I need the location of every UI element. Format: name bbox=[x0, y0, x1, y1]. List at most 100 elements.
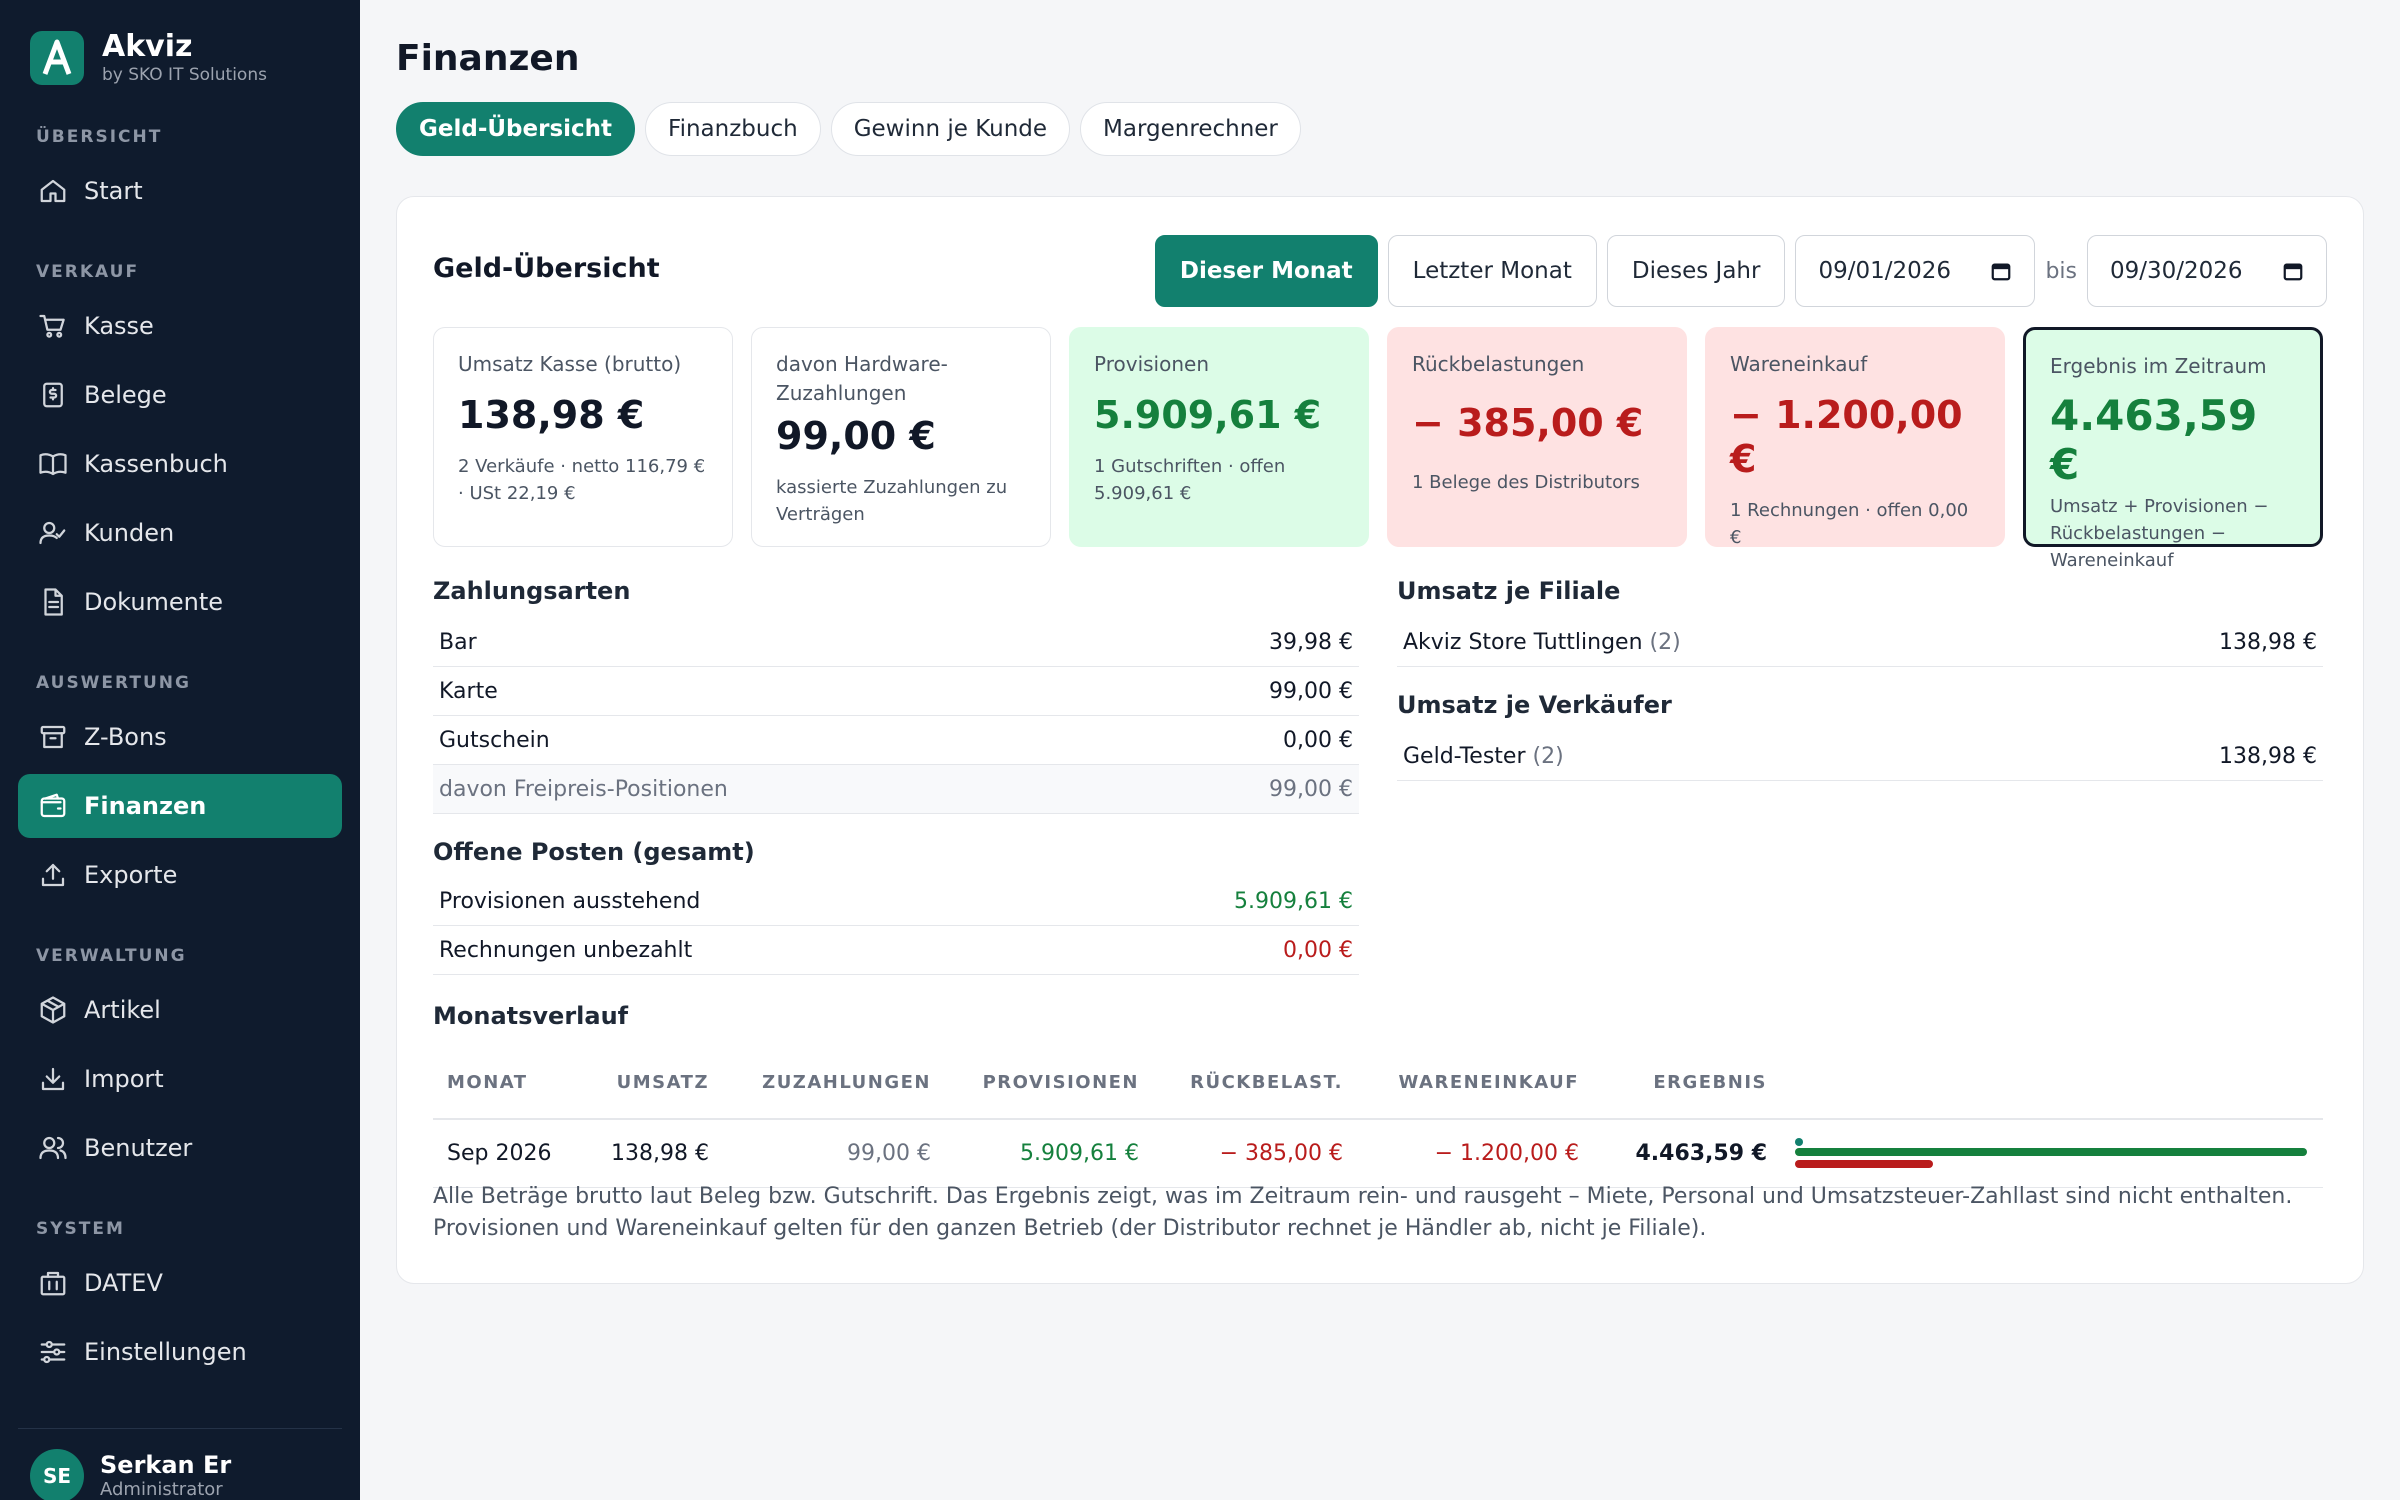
wallet-icon bbox=[36, 789, 70, 823]
list-item: Rechnungen unbezahlt 0,00 € bbox=[433, 926, 1359, 975]
kpi-row: Umsatz Kasse (brutto) 138,98 € 2 Verkäuf… bbox=[433, 327, 2323, 571]
kpi-label: Umsatz Kasse (brutto) bbox=[458, 352, 682, 376]
upload-icon bbox=[36, 858, 70, 892]
home-icon bbox=[36, 174, 70, 208]
sidebar-item-dokumente[interactable]: Dokumente bbox=[18, 570, 342, 634]
list-item: Bar 39,98 € bbox=[433, 618, 1359, 667]
cell-umsatz: 138,98 € bbox=[593, 1119, 723, 1188]
column-header-bars bbox=[1781, 1047, 2323, 1120]
date-to-input[interactable]: 09/30/2026 bbox=[2087, 235, 2327, 307]
date-from-input[interactable]: 09/01/2026 bbox=[1795, 235, 2036, 307]
sidebar-item-kasse[interactable]: Kasse bbox=[18, 294, 342, 358]
sidebar-item-label: Kunden bbox=[84, 519, 175, 547]
sidebar-item-datev[interactable]: DATEV bbox=[18, 1251, 342, 1315]
last-month-button[interactable]: Letzter Monat bbox=[1387, 235, 1597, 307]
user-name: Serkan Er bbox=[100, 1451, 232, 1479]
kpi-label: davon Hardware-Zuzahlungen bbox=[776, 352, 948, 405]
row-count: (2) bbox=[1532, 743, 1564, 769]
archive-icon bbox=[36, 720, 70, 754]
kpi-label: Wareneinkauf bbox=[1730, 352, 1868, 376]
table-row: Sep 2026 138,98 € 99,00 € 5.909,61 € − 3… bbox=[433, 1119, 2323, 1188]
brand[interactable]: Akviz by SKO IT Solutions bbox=[30, 30, 267, 86]
list-item: davon Freipreis-Positionen 99,00 € bbox=[433, 765, 1359, 814]
kpi-value: − 1.200,00 € bbox=[1730, 393, 1963, 481]
user-profile[interactable]: SE Serkan Er Administrator bbox=[18, 1428, 342, 1500]
document-icon bbox=[36, 585, 70, 619]
tab-geld-uebersicht[interactable]: Geld-Übersicht bbox=[396, 102, 636, 156]
kpi-label: Rückbelastungen bbox=[1412, 352, 1585, 376]
sidebar-item-start[interactable]: Start bbox=[18, 159, 342, 223]
card-title: Geld-Übersicht bbox=[433, 253, 660, 284]
cart-icon bbox=[36, 309, 70, 343]
column-header: WARENEINKAUF bbox=[1357, 1047, 1593, 1120]
list-item: Akviz Store Tuttlingen (2) 138,98 € bbox=[1397, 618, 2323, 667]
sidebar-item-einstellungen[interactable]: Einstellungen bbox=[18, 1320, 342, 1384]
kpi-ergebnis: Ergebnis im Zeitraum 4.463,59 € Umsatz +… bbox=[2023, 327, 2323, 571]
sidebar-item-label: DATEV bbox=[84, 1269, 163, 1297]
sidebar-item-exporte[interactable]: Exporte bbox=[18, 843, 342, 907]
download-icon bbox=[36, 1062, 70, 1096]
kpi-sub: Umsatz + Provisionen − Rückbelastungen −… bbox=[2050, 496, 2269, 571]
tab-gewinn-je-kunde[interactable]: Gewinn je Kunde bbox=[830, 102, 1071, 156]
row-label: Provisionen ausstehend bbox=[439, 888, 701, 914]
kpi-sub: 1 Gutschriften · offen 5.909,61 € bbox=[1094, 456, 1286, 504]
tab-finanzbuch[interactable]: Finanzbuch bbox=[645, 102, 821, 156]
brand-name: Akviz bbox=[102, 29, 193, 64]
sidebar: Akviz by SKO IT Solutions ÜBERSICHT Star… bbox=[0, 0, 360, 1500]
cell-bars bbox=[1781, 1119, 2323, 1188]
row-value: 0,00 € bbox=[1283, 937, 1353, 963]
users-icon bbox=[36, 1131, 70, 1165]
this-month-button[interactable]: Dieser Monat bbox=[1154, 235, 1378, 307]
sidebar-item-label: Artikel bbox=[84, 996, 161, 1024]
row-value: 138,98 € bbox=[2219, 743, 2317, 769]
sidebar-item-label: Kassenbuch bbox=[84, 450, 228, 478]
building-icon bbox=[36, 1266, 70, 1300]
sidebar-item-kunden[interactable]: Kunden bbox=[18, 501, 342, 565]
date-from-value: 09/01/2026 bbox=[1818, 258, 1952, 284]
tab-margenrechner[interactable]: Margenrechner bbox=[1080, 102, 1301, 156]
row-value: 99,00 € bbox=[1269, 678, 1353, 704]
avatar: SE bbox=[30, 1449, 84, 1500]
sidebar-item-label: Benutzer bbox=[84, 1134, 193, 1162]
row-label: Bar bbox=[439, 629, 477, 655]
sidebar-item-label: Dokumente bbox=[84, 588, 224, 616]
page-title: Finanzen bbox=[396, 38, 580, 79]
offene-posten-title: Offene Posten (gesamt) bbox=[433, 838, 755, 866]
section-uebersicht: ÜBERSICHT bbox=[36, 127, 163, 147]
table-header-row: MONAT UMSATZ ZUZAHLUNGEN PROVISIONEN RÜC… bbox=[433, 1047, 2323, 1120]
sidebar-item-import[interactable]: Import bbox=[18, 1047, 342, 1111]
kpi-umsatz-kasse: Umsatz Kasse (brutto) 138,98 € 2 Verkäuf… bbox=[433, 327, 733, 547]
sidebar-item-benutzer[interactable]: Benutzer bbox=[18, 1116, 342, 1180]
sidebar-item-z-bons[interactable]: Z-Bons bbox=[18, 705, 342, 769]
bar-marker-dot bbox=[1795, 1138, 1803, 1147]
calendar-icon[interactable] bbox=[1990, 260, 2012, 282]
cell-provisionen: 5.909,61 € bbox=[945, 1119, 1153, 1188]
cell-zuzahlungen: 99,00 € bbox=[723, 1119, 945, 1188]
sidebar-item-kassenbuch[interactable]: Kassenbuch bbox=[18, 432, 342, 496]
this-year-button[interactable]: Dieses Jahr bbox=[1606, 235, 1786, 307]
kpi-sub: 2 Verkäufe · netto 116,79 € · USt 22,19 … bbox=[458, 456, 706, 504]
section-verwaltung: VERWALTUNG bbox=[36, 946, 187, 966]
row-value: 138,98 € bbox=[2219, 629, 2317, 655]
calendar-icon[interactable] bbox=[2282, 260, 2304, 282]
kpi-label: Ergebnis im Zeitraum bbox=[2050, 354, 2267, 378]
column-header: MONAT bbox=[433, 1047, 593, 1120]
sliders-icon bbox=[36, 1335, 70, 1369]
section-auswertung: AUSWERTUNG bbox=[36, 673, 191, 693]
sidebar-item-artikel[interactable]: Artikel bbox=[18, 978, 342, 1042]
zahlungsarten-title: Zahlungsarten bbox=[433, 577, 631, 605]
kpi-sub: 1 Rechnungen · offen 0,00 € bbox=[1730, 500, 1969, 548]
list-item: Geld-Tester (2) 138,98 € bbox=[1397, 732, 2323, 781]
row-label: Karte bbox=[439, 678, 498, 704]
column-header: ERGEBNIS bbox=[1593, 1047, 1781, 1120]
cell-rueckbelastungen: − 385,00 € bbox=[1153, 1119, 1357, 1188]
receipt-icon bbox=[36, 378, 70, 412]
kpi-value: − 385,00 € bbox=[1412, 401, 1644, 445]
row-label: Rechnungen unbezahlt bbox=[439, 937, 693, 963]
sidebar-item-finanzen[interactable]: Finanzen bbox=[18, 774, 342, 838]
row-value: 39,98 € bbox=[1269, 629, 1353, 655]
list-item: Provisionen ausstehend 5.909,61 € bbox=[433, 877, 1359, 926]
bar-negative bbox=[1795, 1160, 1934, 1169]
sidebar-item-belege[interactable]: Belege bbox=[18, 363, 342, 427]
row-value: 5.909,61 € bbox=[1234, 888, 1353, 914]
